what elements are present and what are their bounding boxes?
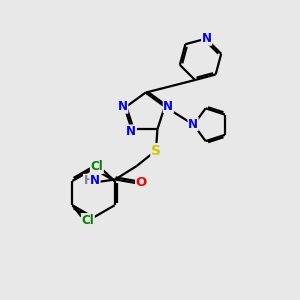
- Text: N: N: [163, 100, 173, 112]
- Text: N: N: [126, 125, 136, 138]
- Text: H: H: [83, 174, 93, 188]
- Text: Cl: Cl: [82, 214, 94, 226]
- Text: N: N: [188, 118, 198, 130]
- Text: S: S: [151, 144, 161, 158]
- Text: O: O: [136, 176, 147, 189]
- Text: N: N: [118, 100, 128, 113]
- Text: N: N: [90, 174, 100, 188]
- Text: N: N: [202, 32, 212, 45]
- Text: Cl: Cl: [90, 160, 103, 173]
